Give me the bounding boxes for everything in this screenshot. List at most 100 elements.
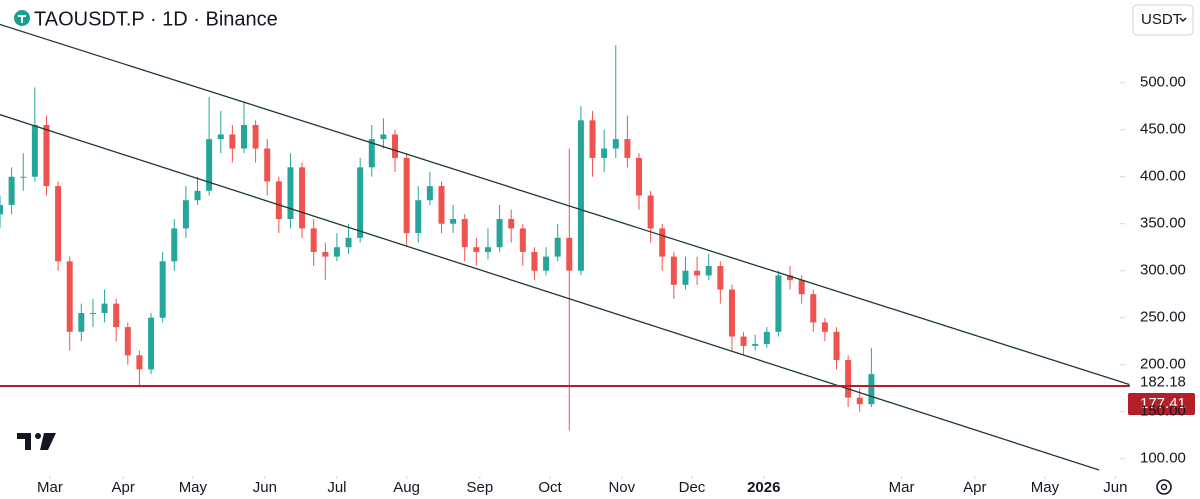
chart-title: TAOUSDT.P · 1D · Binance: [34, 8, 278, 30]
plot: [0, 23, 1130, 471]
candle-body: [728, 289, 735, 337]
candle-body: [705, 266, 712, 276]
candle-body: [740, 336, 747, 346]
y-tick-label: 300.00: [1140, 262, 1186, 279]
settings-icon[interactable]: [1156, 479, 1172, 495]
candle-body: [252, 125, 259, 149]
candle-body: [589, 120, 596, 158]
candle-body: [310, 228, 317, 252]
y-tick-label: 250.00: [1140, 309, 1186, 326]
candle-body: [636, 157, 643, 196]
candle-body: [624, 139, 631, 158]
trendline: [0, 114, 1100, 471]
price-labels: 182.18 177.41: [1128, 373, 1195, 415]
candle-body: [136, 355, 143, 370]
candle-body: [333, 247, 340, 257]
candle-body: [508, 219, 515, 229]
price-line-label: 177.41: [1140, 395, 1186, 412]
candle-body: [798, 280, 805, 295]
candle-body: [322, 251, 329, 257]
candle-body: [171, 228, 178, 262]
candle-body: [473, 247, 480, 252]
candle-body: [461, 219, 468, 248]
candle-body: [659, 228, 666, 257]
candle-body: [20, 176, 27, 178]
candle-body: [89, 313, 96, 315]
candle-body: [240, 125, 247, 149]
tv-logo-part: [17, 433, 31, 450]
candle-body: [229, 134, 236, 149]
candle-body: [787, 275, 794, 281]
candle-body: [113, 303, 120, 328]
candle-body: [845, 360, 852, 398]
currency-button[interactable]: [1132, 4, 1194, 36]
trendline: [0, 23, 1130, 386]
x-tick-label: Dec: [679, 479, 706, 496]
candle-body: [566, 237, 573, 271]
candle-body: [392, 134, 399, 158]
last-price-label: 182.18: [1140, 373, 1186, 390]
candle-body: [601, 148, 608, 158]
logo: [14, 10, 30, 26]
candle-body: [577, 120, 584, 271]
candle-body: [299, 167, 306, 229]
candle-body: [275, 181, 282, 220]
x-tick-label: Jun: [1103, 479, 1127, 496]
x-tick-label: Mar: [37, 479, 63, 496]
tv-logo-part: [35, 433, 41, 439]
y-tick-label: 100.00: [1140, 450, 1186, 467]
candle-body: [450, 219, 457, 224]
candle-body: [438, 186, 445, 224]
candle-body: [543, 256, 550, 271]
candle-body: [775, 275, 782, 332]
candle-body: [647, 195, 654, 229]
candle-body: [101, 303, 108, 314]
candle-body: [31, 125, 38, 177]
candle-body: [43, 125, 50, 187]
candle-body: [612, 139, 619, 149]
candle-body: [682, 270, 689, 285]
candle-body: [287, 167, 294, 220]
settings-center[interactable]: [1160, 483, 1168, 491]
x-tick-label: Apr: [963, 479, 986, 496]
price-line-box: [1128, 392, 1195, 415]
candle-body: [206, 139, 213, 191]
candle-body: [821, 322, 828, 332]
y-tick-label: 200.00: [1140, 356, 1186, 373]
candle-body: [148, 317, 155, 370]
candle-body: [426, 186, 433, 201]
settings-gear[interactable]: [1156, 479, 1172, 495]
y-tick-label: 350.00: [1140, 215, 1186, 232]
candle-body: [531, 251, 538, 271]
candle-body: [368, 139, 375, 168]
candle-body: [415, 200, 422, 234]
x-tick-label: Jul: [327, 479, 346, 496]
candle-body: [554, 237, 561, 257]
dropdown-icon: [1179, 17, 1187, 23]
candle-body: [380, 134, 387, 140]
x-tick-label: Apr: [111, 479, 134, 496]
candle-body: [159, 261, 166, 318]
currency-label: USDT: [1141, 11, 1182, 28]
candle-body: [833, 331, 840, 361]
logo-glyph: [18, 15, 26, 23]
candle-body: [519, 228, 526, 252]
candle-body: [194, 190, 201, 201]
candle-body: [496, 219, 503, 248]
candle-body: [403, 157, 410, 234]
x-tick-label: May: [1031, 479, 1060, 496]
candle-body: [670, 256, 677, 285]
x-tick-label: Oct: [538, 479, 562, 496]
candle-body: [810, 294, 817, 323]
candle-body: [78, 313, 85, 332]
candle-body: [856, 397, 863, 405]
x-tick-label: Sep: [466, 479, 493, 496]
candle-body: [8, 176, 15, 205]
candle-body: [752, 344, 759, 346]
x-tick-label: Aug: [393, 479, 420, 496]
candle-body: [124, 327, 131, 356]
candle-body: [345, 237, 352, 248]
